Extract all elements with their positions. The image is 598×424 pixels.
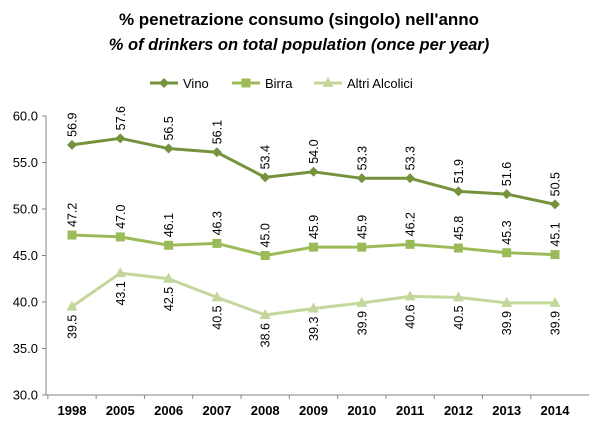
x-tick-label: 2012 <box>444 403 473 418</box>
data-point <box>501 296 513 307</box>
x-tick-label: 2011 <box>396 403 424 418</box>
data-label: 39.5 <box>66 315 80 339</box>
data-point <box>308 302 319 313</box>
y-tick-label: 35.0 <box>13 341 38 356</box>
data-point <box>67 139 77 150</box>
chart-title: % penetrazione consumo (singolo) nell'an… <box>118 10 480 29</box>
data-label: 45.9 <box>307 215 321 239</box>
legend-label: Birra <box>265 76 293 91</box>
data-label: 39.3 <box>307 316 321 340</box>
data-label: 56.9 <box>66 112 80 136</box>
legend-label: Vino <box>183 76 209 91</box>
data-point <box>66 300 78 311</box>
data-label: 54.0 <box>307 139 321 163</box>
x-tick-label: 2006 <box>154 403 183 418</box>
data-label: 53.4 <box>259 145 273 169</box>
data-point <box>211 147 222 158</box>
data-label: 39.9 <box>355 311 369 335</box>
data-label: 50.5 <box>549 172 563 196</box>
data-label: 39.9 <box>549 311 563 335</box>
data-point <box>211 291 223 302</box>
data-label: 56.1 <box>210 120 224 144</box>
data-label: 39.9 <box>500 311 514 335</box>
data-label: 45.8 <box>452 216 466 240</box>
data-label: 45.1 <box>549 222 563 246</box>
data-point <box>260 172 271 183</box>
y-tick-label: 30.0 <box>13 388 38 403</box>
data-label: 45.9 <box>355 215 369 239</box>
data-point <box>114 267 126 278</box>
data-label: 43.1 <box>114 281 128 305</box>
x-tick-label: 1998 <box>58 403 87 418</box>
x-tick-label: 2010 <box>347 403 376 418</box>
data-point <box>115 133 126 144</box>
data-label: 46.1 <box>162 213 176 237</box>
data-label: 45.0 <box>259 223 273 247</box>
data-label: 40.6 <box>404 304 418 328</box>
data-label: 38.6 <box>259 323 273 347</box>
data-label: 45.3 <box>500 220 514 244</box>
data-point <box>260 251 270 260</box>
data-point <box>356 173 367 184</box>
data-point <box>115 232 125 242</box>
legend-marker <box>322 77 334 87</box>
data-point <box>164 240 174 250</box>
data-point <box>502 248 512 258</box>
data-point <box>163 143 174 154</box>
data-label: 53.3 <box>404 146 418 170</box>
data-point <box>550 250 560 260</box>
legend-marker <box>241 78 251 88</box>
data-label: 47.2 <box>66 203 80 227</box>
data-point <box>67 230 77 240</box>
data-point <box>163 272 175 283</box>
x-tick-label: 2008 <box>251 403 280 418</box>
legend-marker <box>159 78 169 88</box>
chart-subtitle: % of drinkers on total population (once … <box>108 36 490 54</box>
data-label: 53.3 <box>355 146 369 170</box>
y-tick-label: 60.0 <box>13 109 38 124</box>
data-point <box>452 291 464 302</box>
y-tick-label: 45.0 <box>13 248 38 263</box>
data-label: 57.6 <box>114 106 128 130</box>
data-label: 42.5 <box>162 287 176 311</box>
data-point <box>356 296 368 307</box>
data-point <box>405 173 416 184</box>
data-point <box>453 186 464 197</box>
data-point <box>308 166 319 177</box>
data-point <box>259 309 271 320</box>
data-point <box>501 189 512 200</box>
y-tick-label: 55.0 <box>13 155 38 170</box>
data-label: 56.5 <box>162 116 176 140</box>
data-label: 51.6 <box>500 162 514 186</box>
legend-label: Altri Alcolici <box>347 76 413 91</box>
x-tick-label: 2013 <box>492 403 521 418</box>
data-label: 46.3 <box>210 211 224 235</box>
y-tick-label: 50.0 <box>13 202 38 217</box>
data-label: 40.5 <box>210 305 224 329</box>
data-label: 51.9 <box>452 159 466 183</box>
x-tick-label: 2005 <box>106 403 135 418</box>
data-point <box>405 239 415 249</box>
data-point <box>550 199 560 210</box>
data-point <box>357 242 367 252</box>
data-point <box>404 290 416 301</box>
data-label: 46.2 <box>404 212 418 236</box>
y-tick-label: 40.0 <box>13 295 38 310</box>
data-label: 47.0 <box>114 205 128 229</box>
data-point <box>309 242 318 252</box>
x-tick-label: 2007 <box>202 403 231 418</box>
x-tick-label: 2014 <box>541 403 571 418</box>
data-point <box>453 243 463 253</box>
data-label: 40.5 <box>452 305 466 329</box>
data-point <box>549 296 561 307</box>
data-point <box>212 238 222 248</box>
x-tick-label: 2009 <box>299 403 328 418</box>
